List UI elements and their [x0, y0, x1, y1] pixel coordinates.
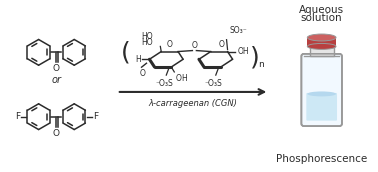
- Text: F: F: [93, 112, 98, 121]
- Bar: [307, 37, 336, 46]
- Text: OH: OH: [237, 47, 249, 56]
- Text: ⁻О₃S: ⁻О₃S: [205, 79, 223, 88]
- Text: O: O: [167, 40, 173, 49]
- Text: (: (: [121, 40, 130, 64]
- Text: O: O: [218, 40, 224, 49]
- Text: SO₃⁻: SO₃⁻: [229, 26, 247, 35]
- Text: H: H: [135, 55, 141, 64]
- Text: H: H: [181, 74, 187, 83]
- Text: O: O: [139, 69, 146, 78]
- Text: ): ): [249, 45, 259, 69]
- Text: O: O: [53, 128, 60, 138]
- Text: O: O: [191, 41, 197, 50]
- Text: solution: solution: [301, 13, 342, 23]
- Text: HO: HO: [141, 32, 152, 41]
- Text: O: O: [53, 64, 60, 73]
- Text: F: F: [15, 112, 20, 121]
- Text: λ-carrageenan (CGN): λ-carrageenan (CGN): [149, 99, 237, 108]
- Text: Aqueous: Aqueous: [299, 5, 344, 15]
- Text: HO: HO: [141, 38, 152, 47]
- Ellipse shape: [307, 44, 336, 49]
- FancyBboxPatch shape: [306, 93, 337, 121]
- Ellipse shape: [307, 34, 336, 41]
- Text: Phosphorescence: Phosphorescence: [276, 154, 367, 164]
- Ellipse shape: [307, 92, 336, 96]
- FancyBboxPatch shape: [301, 54, 342, 126]
- Text: or: or: [51, 75, 61, 85]
- Text: n: n: [258, 60, 264, 69]
- Text: O: O: [175, 74, 181, 83]
- Text: ⁻О₃S: ⁻О₃S: [155, 79, 173, 88]
- Bar: [310, 46, 333, 56]
